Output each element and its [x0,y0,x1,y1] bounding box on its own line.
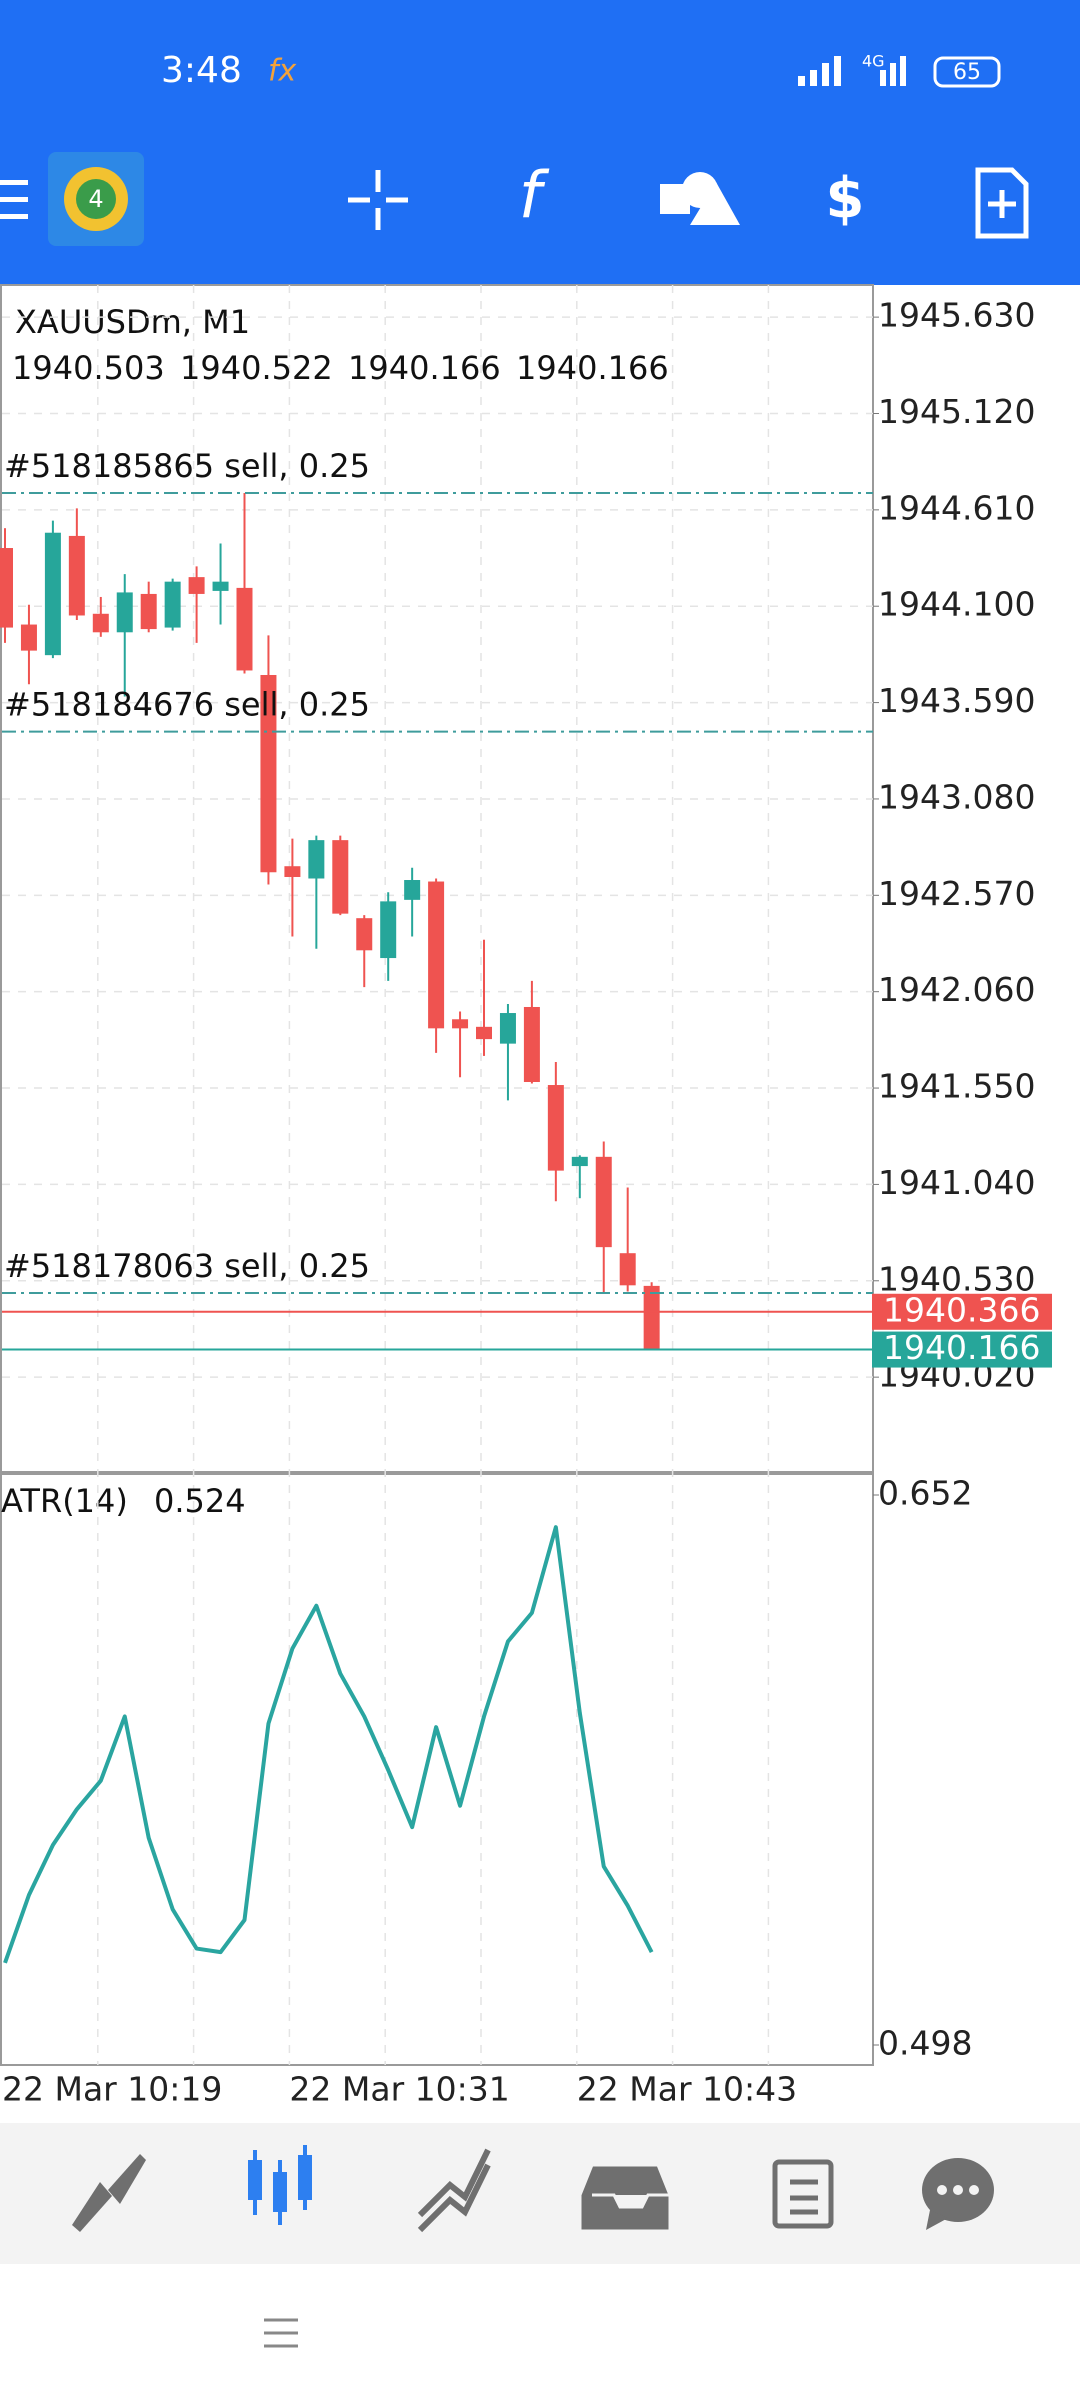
battery [933,56,1001,88]
candle-body [452,1019,469,1029]
atr-value: 0.524 [154,1482,246,1520]
symbol-title: XAUUSDm, M1 [15,303,250,341]
ohlc-high: 1940.522 [180,349,333,387]
candle-body [571,1156,588,1167]
candle-body [356,918,373,951]
trade-tab[interactable] [417,2148,491,2233]
candle-body [68,535,85,616]
candle-body [643,1285,660,1350]
x-tick-label: 22 Mar 10:31 [289,2070,509,2109]
candle-body [476,1026,492,1040]
y-tick-label: 1944.100 [878,585,1035,624]
app-logo[interactable]: 4 [48,152,144,246]
candle-body [332,840,349,914]
candle-body [404,880,421,900]
y-tick-label: 1943.590 [878,681,1035,720]
candle-body [116,592,133,633]
order-label: #518178063 sell, 0.25 [4,1247,370,1285]
bid-label-box [872,1331,1052,1368]
y-tick-label: 1941.040 [878,1163,1035,1202]
y-tick-label: 1945.630 [878,296,1035,335]
history-tab[interactable] [578,2163,672,2233]
candle-body [188,577,205,594]
chat-tab[interactable] [922,2158,994,2230]
news-tab[interactable] [772,2159,834,2229]
crosshair-button[interactable] [348,170,408,230]
candle-body [0,548,13,628]
chart-tab[interactable] [248,2145,312,2225]
atr-line [3,1525,654,1964]
y-tick-label: 1945.120 [878,392,1035,431]
atr-plot [0,1473,874,2066]
candle-body [595,1156,612,1248]
order-label: #518185865 sell, 0.25 [4,447,370,485]
app-bar [0,0,1080,285]
candle-body [140,593,157,630]
y-tick-label: 1940.530 [878,1259,1035,1298]
y-tick-label: 0.498 [878,2024,972,2063]
x-tick-label: 22 Mar 10:19 [2,2070,222,2109]
ask-label: 1940.366 [883,1290,1040,1329]
y-tick-label: 1942.060 [878,970,1035,1009]
candle-body [212,581,229,591]
ohlc-close: 1940.166 [516,349,669,387]
candle-body [164,581,181,628]
bid-label: 1940.166 [883,1328,1040,1367]
svg-text:4: 4 [88,185,103,213]
fx-icon: fx [268,54,297,89]
atr-title: ATR(14) [1,1482,128,1520]
candle-body [619,1253,636,1286]
candle-body [236,587,253,671]
x-tick-label: 22 Mar 10:43 [577,2070,797,2109]
system-menu-button[interactable] [264,2318,298,2348]
ask-label-box [872,1293,1052,1330]
candle-body [428,881,445,1029]
y-tick-label: 1941.550 [878,1067,1035,1106]
status-time: 3:48 [161,50,242,91]
objects-button[interactable] [660,172,740,225]
ohlc-low: 1940.166 [348,349,501,387]
new-order-button[interactable] [975,167,1029,239]
signal-icon [798,56,906,86]
y-tick-label: 1943.080 [878,777,1035,816]
bottom-nav [0,2123,1080,2264]
candle-body [308,840,325,879]
candle-body [92,613,109,633]
candle-body [284,866,301,877]
y-tick-label: 1944.610 [878,488,1035,527]
ohlc-open: 1940.503 [12,349,165,387]
candle-body [523,1006,540,1083]
candle-body [260,674,277,873]
y-tick-label: 0.652 [878,1474,972,1513]
y-tick-label: 1942.570 [878,874,1035,913]
network-type: 4G [862,52,885,71]
trade-button[interactable]: $ [826,166,865,231]
candle-body [499,1013,516,1044]
candle-body [44,532,61,656]
candle-body [380,901,397,959]
battery-level: 65 [953,60,981,85]
candle-body [20,624,37,651]
menu-button[interactable] [0,180,28,219]
order-label: #518184676 sell, 0.25 [4,686,370,724]
quotes-tab[interactable] [72,2154,146,2232]
candle-body [547,1085,564,1171]
